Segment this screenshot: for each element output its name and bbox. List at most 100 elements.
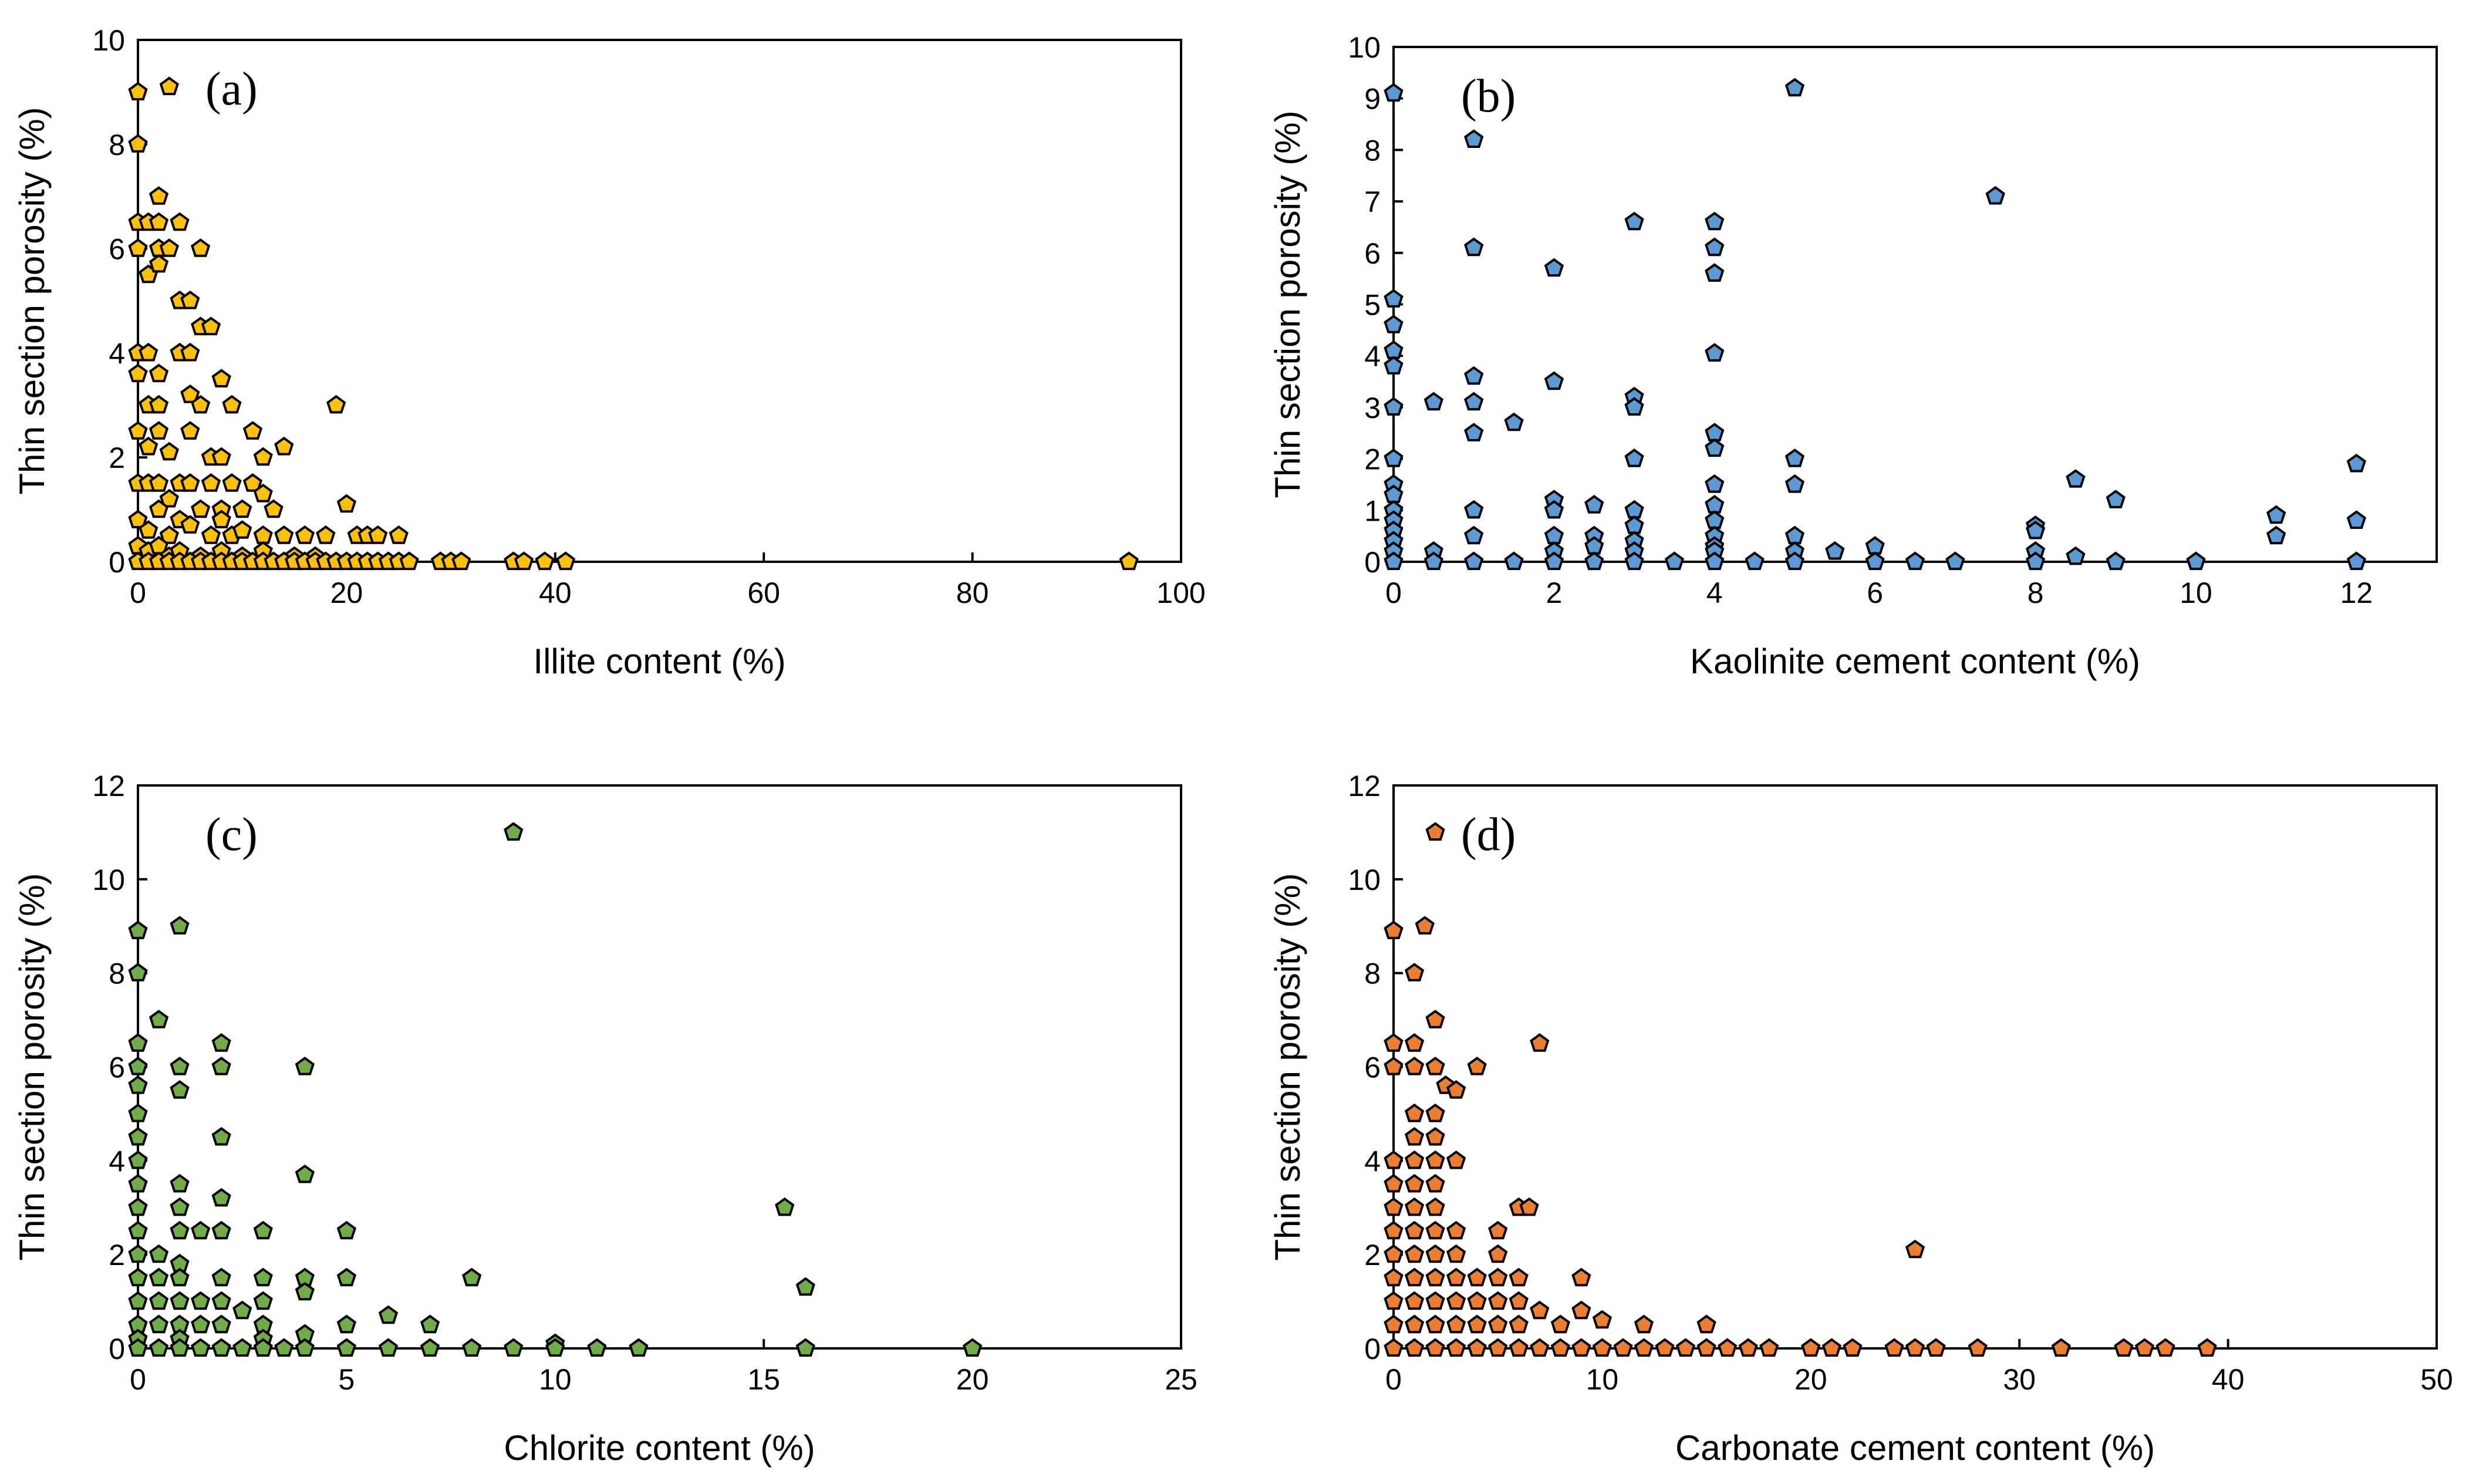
data-point — [1905, 1239, 1925, 1259]
x-tick-label: 80 — [956, 576, 989, 609]
data-point — [128, 238, 148, 257]
data-point — [211, 1033, 231, 1052]
data-point — [1464, 392, 1484, 411]
data-point — [1664, 551, 1685, 571]
data-point — [180, 342, 200, 362]
data-point — [1825, 541, 1845, 560]
data-point — [1843, 1338, 1863, 1357]
data-point — [1384, 83, 1404, 102]
data-point — [1624, 448, 1644, 467]
x-tick-label: 10 — [1586, 1363, 1619, 1396]
data-point — [149, 1291, 169, 1310]
data-point — [211, 1291, 231, 1310]
y-tick-label: 6 — [109, 233, 125, 266]
data-point — [211, 1338, 231, 1357]
data-point — [2114, 1338, 2134, 1357]
data-point — [1384, 289, 1404, 308]
data-point — [1425, 1197, 1445, 1216]
data-point — [128, 1338, 148, 1357]
x-tick-label: 0 — [130, 576, 146, 609]
data-point — [159, 76, 179, 96]
y-tick-label: 5 — [1364, 289, 1381, 322]
x-tick-label: 5 — [338, 1363, 355, 1396]
data-point — [1550, 1338, 1570, 1357]
data-point — [1530, 1033, 1550, 1052]
data-point — [1634, 1314, 1654, 1334]
data-point — [1404, 1291, 1425, 1310]
data-point — [1624, 515, 1644, 534]
data-point — [545, 1338, 565, 1357]
data-point — [1446, 1080, 1466, 1099]
data-point — [295, 1057, 315, 1075]
panel-label: (c) — [205, 809, 258, 861]
data-point — [1384, 356, 1404, 375]
data-point — [1544, 551, 1564, 571]
data-point — [1446, 1314, 1466, 1334]
data-point — [1759, 1338, 1779, 1357]
y-axis-title: Thin section porosity (%) — [12, 873, 52, 1260]
y-tick-label: 8 — [1364, 957, 1381, 990]
data-point — [1384, 315, 1404, 333]
data-point — [1464, 237, 1484, 257]
data-point — [159, 441, 179, 461]
data-point — [149, 1338, 169, 1357]
data-point — [1705, 551, 1725, 571]
data-point — [295, 525, 315, 544]
data-point — [149, 186, 169, 205]
x-tick-label: 50 — [2420, 1363, 2453, 1396]
data-point — [149, 1010, 169, 1028]
data-point — [149, 421, 169, 440]
data-point — [1705, 510, 1725, 529]
data-point — [274, 1338, 294, 1357]
data-point — [1968, 1338, 1988, 1357]
plot-frame — [137, 39, 1182, 563]
data-point — [1404, 1173, 1425, 1193]
x-tick-label: 25 — [1165, 1363, 1197, 1396]
x-axis-title: Chlorite content (%) — [504, 1428, 815, 1468]
y-tick-label: 4 — [1364, 340, 1381, 373]
y-tick-label: 0 — [1364, 546, 1381, 579]
data-point — [378, 1305, 399, 1324]
data-point — [1425, 1314, 1445, 1334]
data-point — [2134, 1338, 2155, 1357]
data-point — [149, 499, 169, 518]
data-point — [1905, 1338, 1925, 1357]
data-point — [1464, 423, 1484, 441]
data-point — [232, 520, 252, 539]
data-point — [1446, 1220, 1466, 1240]
data-point — [1504, 551, 1524, 571]
data-point — [1705, 237, 1725, 257]
data-point — [1584, 551, 1604, 571]
data-point — [1446, 1150, 1466, 1169]
data-point — [1785, 525, 1805, 545]
y-tick-label: 0 — [109, 1333, 125, 1365]
panel-d: 0 10 20 30 40 50 0 2 4 6 8 10 12 Carbonate cement con… — [1268, 770, 2453, 1468]
data-point — [1384, 1220, 1404, 1240]
data-point — [201, 473, 221, 492]
data-point — [514, 551, 534, 571]
data-point — [1404, 1057, 1425, 1075]
data-point — [211, 1057, 231, 1075]
data-point — [1384, 340, 1404, 359]
data-point — [1624, 500, 1644, 519]
plot-frame — [137, 784, 1182, 1350]
data-point — [462, 1267, 482, 1287]
data-point — [1624, 211, 1644, 231]
data-point — [128, 1057, 148, 1075]
data-point — [295, 1164, 315, 1183]
x-tick-label: 20 — [330, 576, 363, 609]
data-point — [128, 920, 148, 939]
data-point — [1464, 129, 1484, 148]
data-points — [128, 822, 983, 1357]
data-point — [1519, 1197, 1539, 1216]
x-tick-label: 30 — [2003, 1363, 2036, 1396]
data-point — [1544, 500, 1564, 519]
data-point — [264, 499, 284, 518]
data-point — [128, 363, 148, 383]
data-point — [1696, 1314, 1716, 1334]
x-tick-label: 0 — [130, 1363, 146, 1396]
data-point — [170, 1173, 190, 1193]
data-point — [149, 1314, 169, 1334]
data-point — [128, 82, 148, 100]
